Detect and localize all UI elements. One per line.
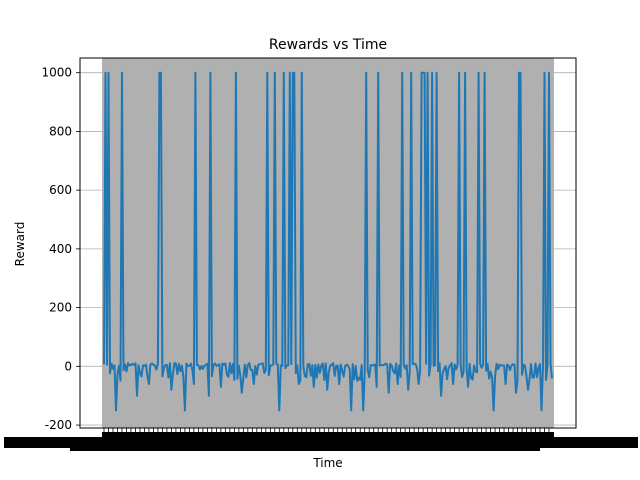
x-axis-ticks xyxy=(4,428,638,451)
y-axis-label: Reward xyxy=(13,222,27,267)
x-tick-labels-overlap xyxy=(4,437,638,448)
y-tick-label: 600 xyxy=(49,183,72,197)
y-axis-ticks: -200 0 200 400 600 800 1000 xyxy=(41,66,80,432)
axes-frame xyxy=(79,57,577,429)
chart-title: Rewards vs Time xyxy=(269,37,387,53)
reward-series-line xyxy=(103,71,553,412)
x-tick-labels-overlap xyxy=(102,432,554,438)
x-tick-labels-overlap xyxy=(70,445,540,451)
gridlines xyxy=(80,72,576,426)
y-tick-label: 400 xyxy=(49,242,72,256)
x-axis-label: Time xyxy=(312,456,342,470)
y-tick-label: -200 xyxy=(45,418,72,432)
y-tick-label: 1000 xyxy=(41,66,72,80)
y-tick-label: 800 xyxy=(49,124,72,138)
y-tick-label: 200 xyxy=(49,301,72,315)
plot-area xyxy=(79,57,577,429)
y-tick-label: 0 xyxy=(64,359,72,373)
